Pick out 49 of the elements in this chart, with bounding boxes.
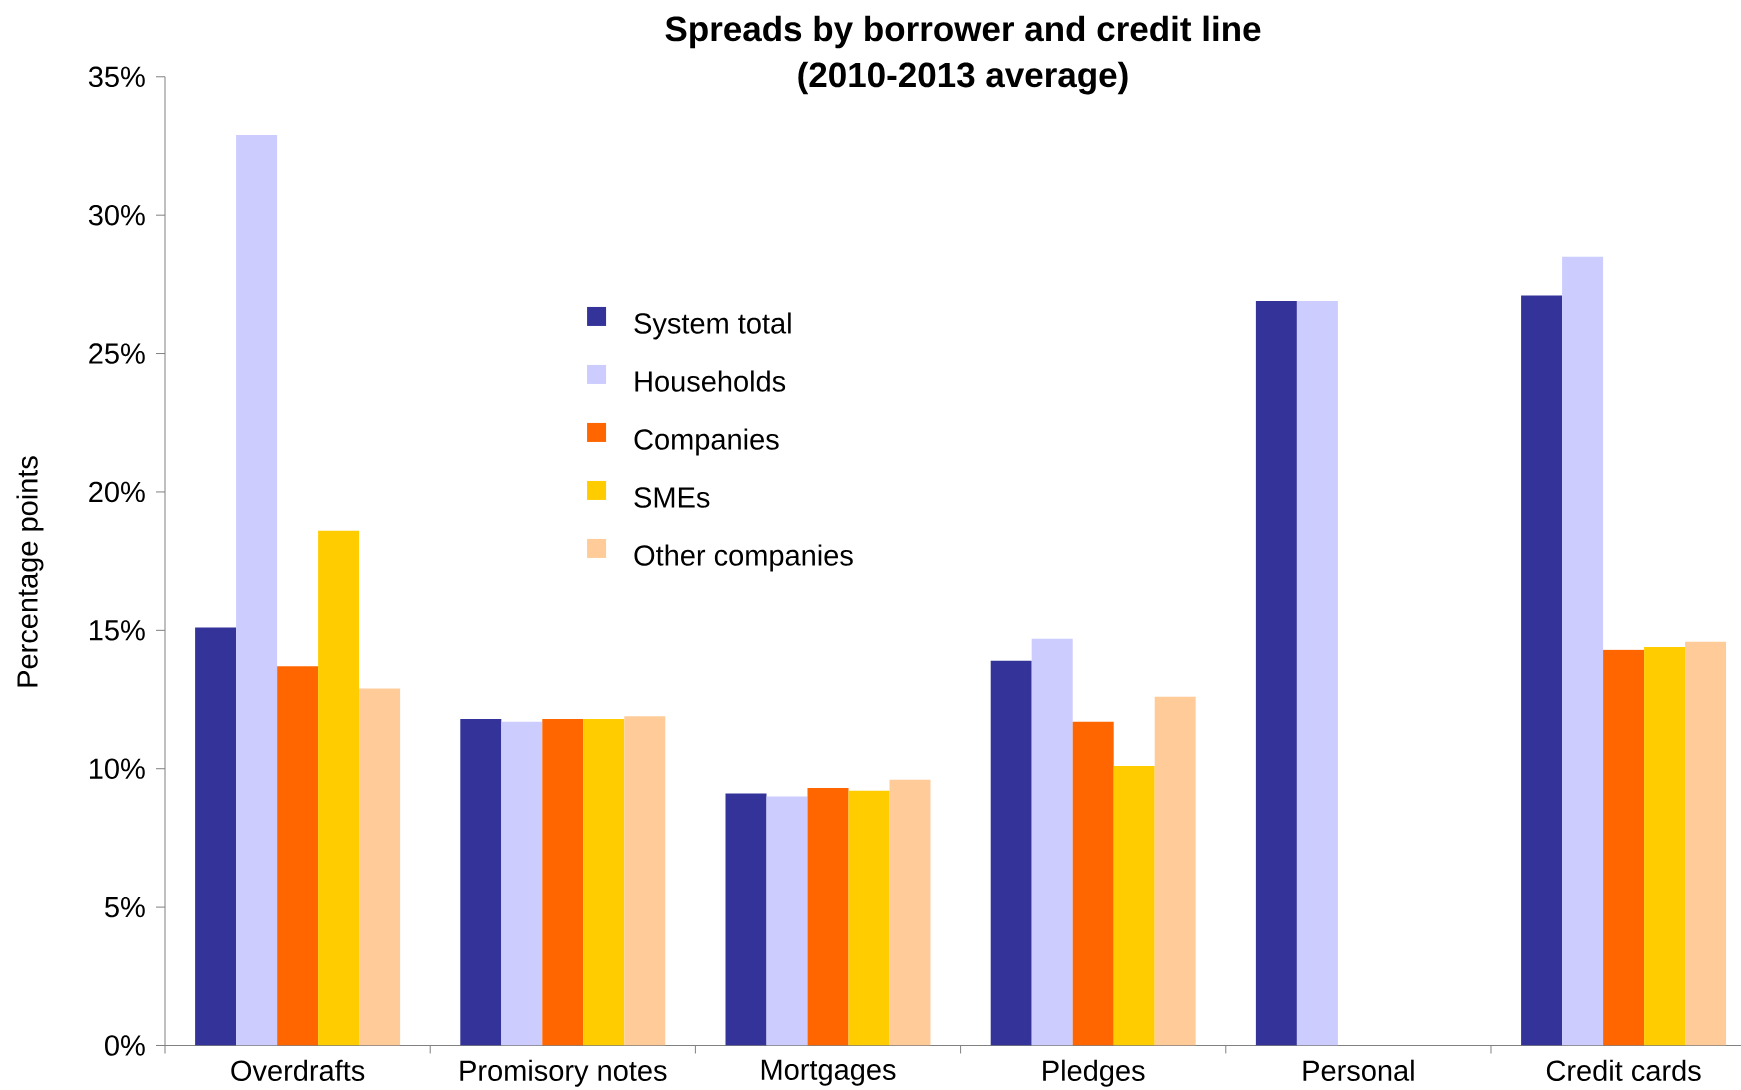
- x-tick-label: Overdrafts: [231, 1059, 365, 1081]
- bar: [1644, 646, 1686, 1046]
- bar: [1562, 256, 1604, 1046]
- bar: [359, 688, 401, 1046]
- bar: [583, 718, 625, 1046]
- bar: [1603, 649, 1645, 1046]
- bar: [1296, 300, 1338, 1046]
- bar: [501, 721, 543, 1046]
- x-tick-label: Credit cards: [1546, 1059, 1701, 1081]
- y-tick-label: 30%: [88, 204, 145, 226]
- x-tick-label: Promisory notes: [460, 1059, 667, 1087]
- y-tick-label: 35%: [88, 66, 145, 88]
- y-tick-label: 10%: [89, 758, 145, 779]
- y-tick-label: 0%: [105, 1035, 145, 1056]
- bar: [889, 779, 931, 1046]
- bar: [277, 666, 319, 1046]
- bar: [624, 716, 666, 1046]
- bar: [990, 660, 1032, 1046]
- bar: [542, 718, 584, 1046]
- x-tick-label: Pledges: [1043, 1059, 1145, 1087]
- legend-label: SMEs: [634, 487, 710, 508]
- legend-label: Other companies: [634, 544, 853, 572]
- y-axis-title: Percentage points: [16, 456, 44, 687]
- bar: [318, 530, 360, 1046]
- bar: [1031, 638, 1073, 1046]
- bar: [236, 134, 278, 1046]
- bar: [1685, 641, 1727, 1046]
- bar: [1113, 765, 1155, 1046]
- chart-title: Spreads by borrower and credit line: [665, 15, 1261, 49]
- bar: [1154, 696, 1196, 1046]
- y-tick-label: 5%: [105, 896, 145, 918]
- x-tick-label: Mortgages: [761, 1059, 896, 1086]
- legend-label: System total: [634, 312, 791, 340]
- bar: [1521, 295, 1563, 1046]
- bar: [766, 796, 808, 1046]
- bar: [725, 793, 767, 1046]
- y-tick-label: 25%: [89, 343, 145, 364]
- bar: [460, 718, 502, 1046]
- legend-label: Households: [635, 370, 786, 392]
- legend-label: Companies: [634, 428, 779, 456]
- bar: [195, 627, 237, 1046]
- x-tick-label: Personal: [1303, 1059, 1414, 1081]
- chart-subtitle: (2010-2013 average): [798, 61, 1128, 95]
- y-tick-label: 20%: [89, 481, 145, 503]
- bar: [1072, 721, 1114, 1046]
- bar: [1255, 300, 1297, 1046]
- y-tick-label: 15%: [89, 620, 145, 641]
- bar: [848, 790, 890, 1046]
- bar: [807, 788, 849, 1046]
